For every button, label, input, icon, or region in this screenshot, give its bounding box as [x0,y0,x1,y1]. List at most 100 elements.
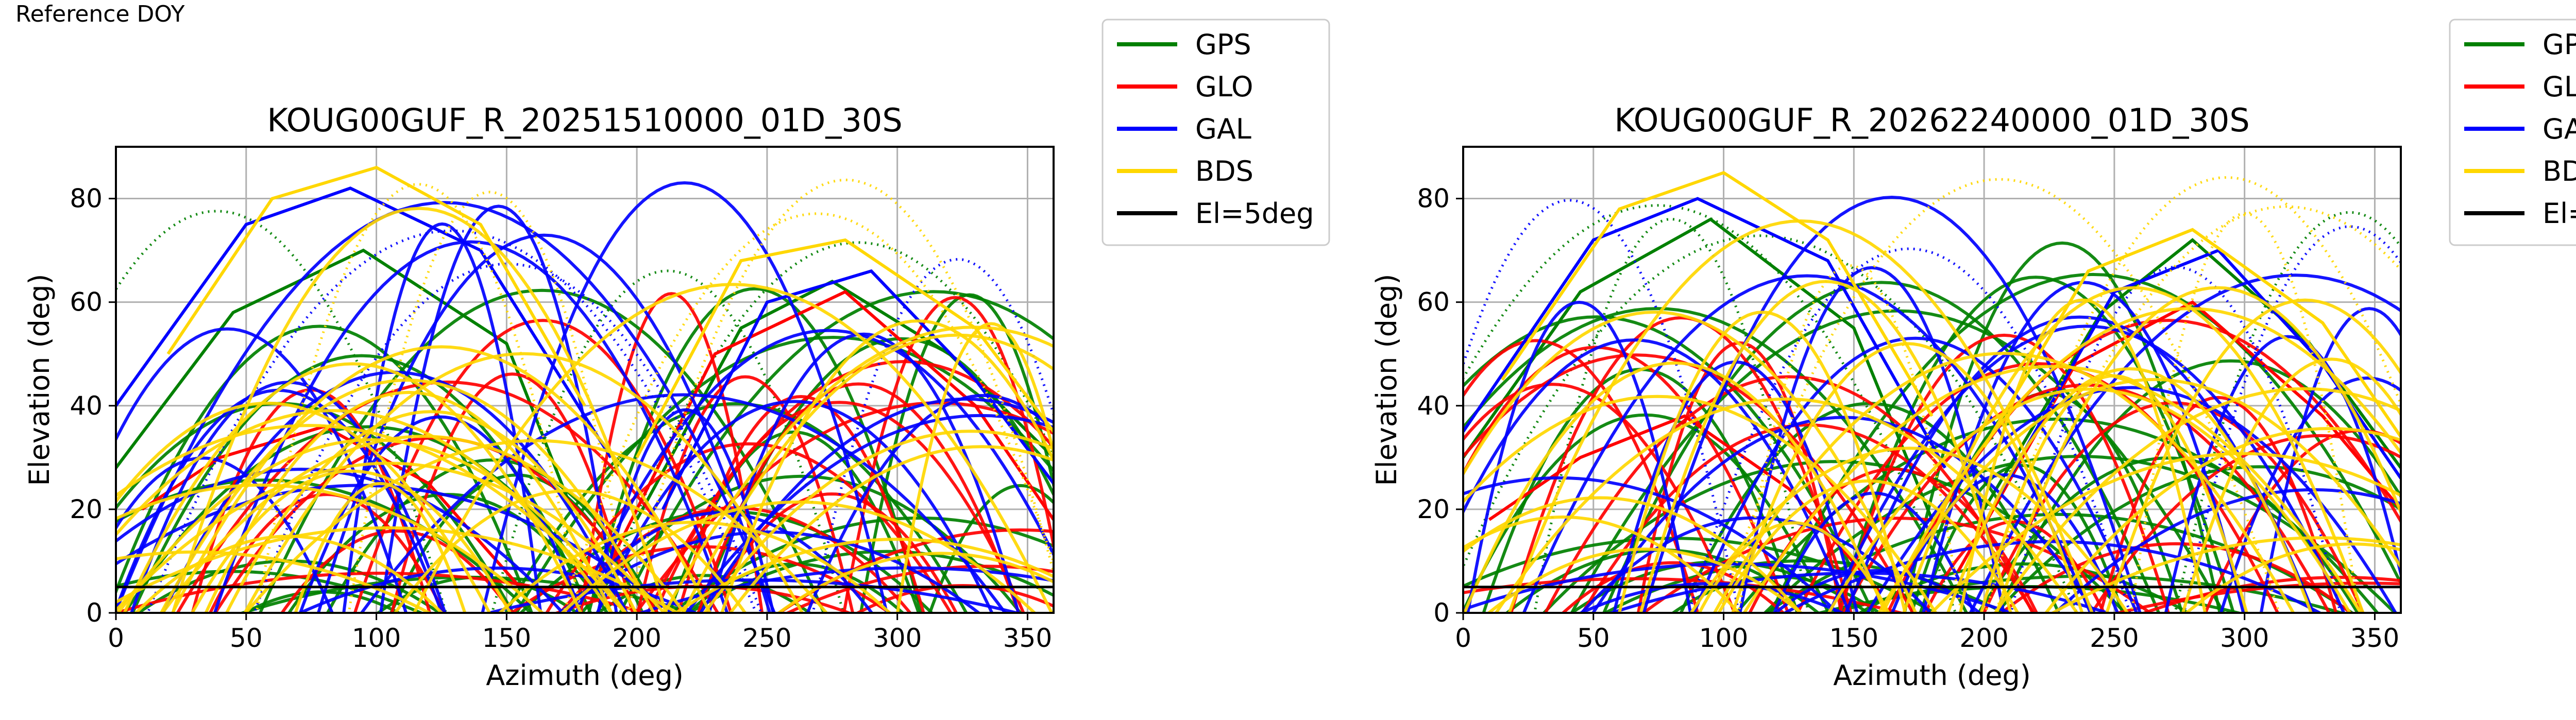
track-bds [190,469,512,613]
track-gal [574,329,1054,613]
track-bds [560,500,1037,613]
track-gal [806,393,1054,613]
track-gal [116,468,565,613]
track-gal [342,222,543,613]
track-bds [1877,378,2401,613]
track-gps [1602,281,2161,613]
track-bds [2044,426,2401,613]
track-bds [1463,395,1938,613]
track-bds [1902,286,2365,613]
track-gal [1591,416,2096,613]
track-gal [1466,300,1692,613]
page-title: Reference DOY [15,1,185,27]
track-gal [1890,473,2120,613]
legend-label: GLO [2543,71,2576,103]
track-gps [1769,272,2401,613]
track-glo [1463,383,1736,613]
track-gal [2009,265,2342,613]
track-gps [1836,276,2235,613]
y-tick-label: 80 [1417,184,1450,214]
track-bds [171,345,712,613]
x-tick-label: 100 [352,623,401,653]
track-bds [171,207,668,613]
track-bds [1880,307,2401,613]
chart-title: KOUG00GUF_R_20251510000_01D_30S [267,101,902,139]
track-bds [895,322,1054,613]
x-tick-label: 250 [742,623,791,653]
track-glo [1509,316,1853,613]
x-tick-label: 100 [1699,623,1748,653]
x-axis-title: Azimuth (deg) [486,659,684,692]
track-bds [159,379,656,613]
track-gps [123,425,614,613]
track-bds [294,482,467,613]
track-gps [1463,234,2078,613]
legend-label: El=5deg [1195,197,1314,230]
track-gal [557,530,981,613]
y-tick-label: 60 [70,287,103,317]
track-gps [1919,464,2125,613]
track-gps [618,290,1054,613]
satellite-tracks [1463,170,2401,613]
track-glo [1544,375,2035,613]
track-bds [1698,521,1891,613]
track-gal [1922,281,2245,613]
series-glo [1463,300,2401,613]
track-glo [1999,542,2353,613]
x-tick-label: 150 [482,623,531,653]
y-tick-label: 0 [1433,598,1450,628]
legend: GPS GLO GAL BDS El=5deg [1101,19,1330,246]
y-tick-label: 0 [86,598,103,628]
track-gal [596,400,994,613]
x-tick-label: 350 [1003,623,1052,653]
y-tick-label: 60 [1417,287,1450,317]
x-tick-label: 300 [2220,623,2269,653]
track-gal [296,566,699,613]
series-bds [116,165,1054,613]
track-bds [225,410,638,613]
track-bds [2130,212,2360,613]
y-tick-label: 40 [70,391,103,421]
track-gal [481,181,889,613]
track-bds [776,552,1054,613]
satellite-tracks [116,165,1054,613]
track-bds [116,526,681,613]
track-glo [208,493,446,613]
track-gps [1533,217,1810,613]
y-axis-title: Elevation (deg) [1370,274,1403,486]
x-tick-label: 350 [2350,623,2399,653]
data-arc-gps [116,248,573,510]
track-bds [123,362,583,613]
x-tick-label: 300 [873,623,922,653]
track-gps [1857,562,2191,613]
y-tick-label: 40 [1417,391,1450,421]
x-tick-label: 200 [1959,623,2008,653]
data-arc-bds [1501,170,1934,417]
chart-panel-2: KOUG00GUF_R_20262240000_01D_30S 0 50 100 150… [1370,19,2576,692]
track-bds [702,430,1054,613]
x-tick-label: 0 [1455,623,1471,653]
data-arc-gal [1463,197,1946,469]
chart-panel-1: KOUG00GUF_R_20251510000_01D_30S 0 50 100 150… [23,19,1330,692]
track-glo [2111,581,2401,613]
track-bds [1737,264,1963,613]
track-glo [784,564,1054,613]
track-glo [2140,575,2401,613]
track-gal [1463,338,1851,613]
track-glo [1463,577,1907,613]
x-axis-title: Azimuth (deg) [1833,659,2031,692]
data-arc-bds [1982,228,2401,448]
legend-label: GAL [2543,113,2576,145]
y-tick-label: 20 [1417,494,1450,524]
track-bds [1617,311,1907,613]
track-glo [842,296,1054,613]
track-gal [483,578,1023,613]
track-gal [685,414,1054,613]
chart-title: KOUG00GUF_R_20262240000_01D_30S [1614,101,2249,139]
track-bds [1827,387,2352,613]
track-gal [1687,247,2131,613]
track-glo [1581,423,2036,613]
track-bds [1993,387,2401,613]
track-bds [1494,397,2079,613]
track-bds [1984,176,2401,613]
